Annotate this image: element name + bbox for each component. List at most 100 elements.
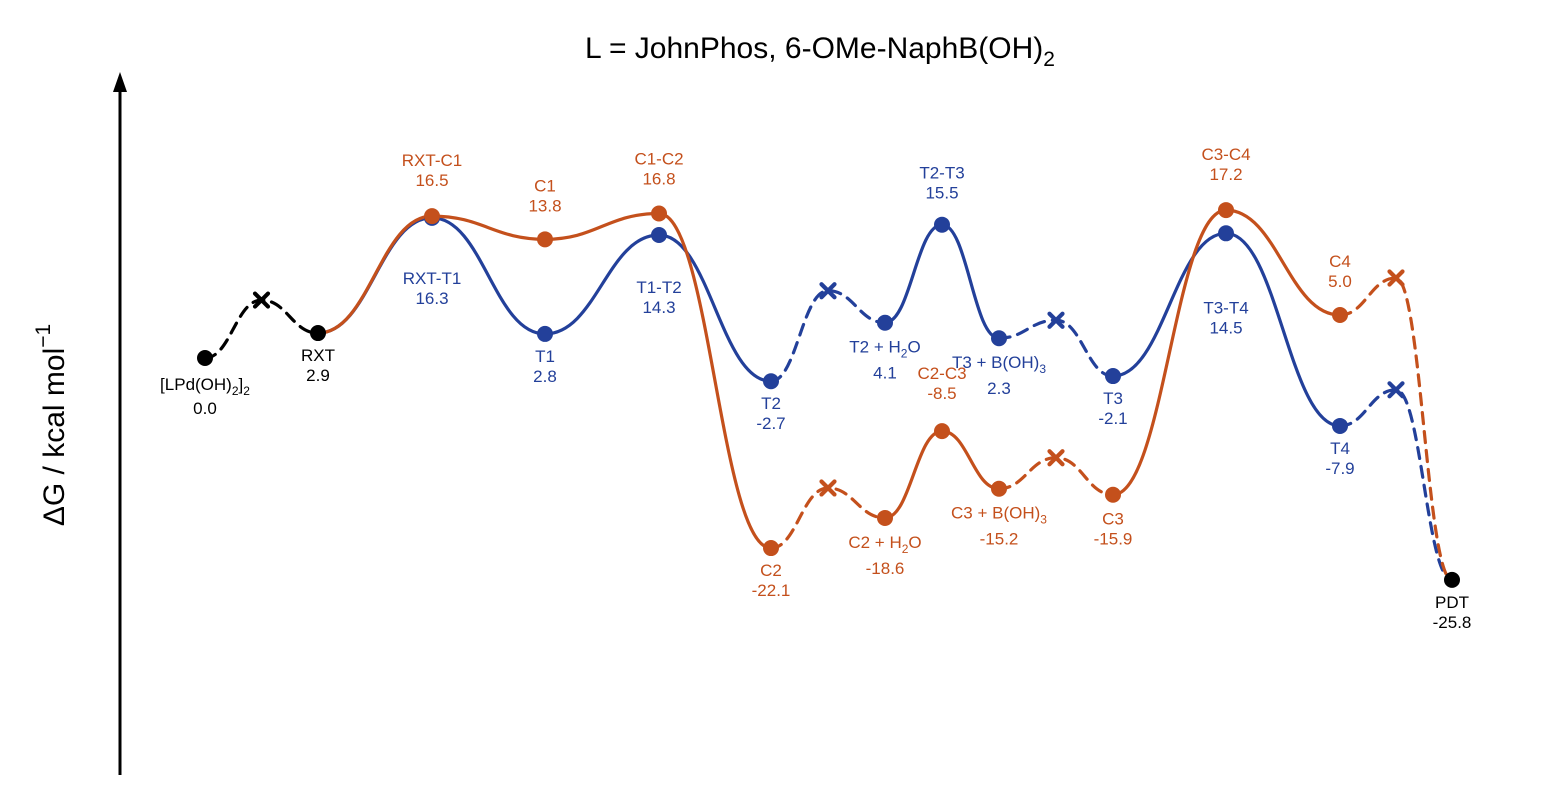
t-label-t3: T3 <box>1103 389 1123 408</box>
t-value-t2-t3: 15.5 <box>925 184 958 203</box>
point-name-subscript: 2 <box>901 347 908 361</box>
point-name: C1-C2 <box>634 150 683 169</box>
c-value-c2+h2o: -18.6 <box>866 559 905 578</box>
entry-cross-marker <box>252 291 271 309</box>
c-label-c3-c4: C3-C4 <box>1201 145 1250 164</box>
c-value-c1-c2: 16.8 <box>642 170 675 189</box>
c-label-c4: C4 <box>1329 252 1351 271</box>
point-name: C2-C3 <box>917 364 966 383</box>
point-name: C4 <box>1329 252 1351 271</box>
t-point-t4 <box>1332 417 1348 434</box>
c-path-solid-3 <box>1111 208 1342 497</box>
t-label-t1: T1 <box>535 347 555 366</box>
c-point-c4 <box>1332 307 1348 323</box>
point-name-subscript: 2 <box>902 542 909 556</box>
c-point-c2-c3 <box>934 423 950 440</box>
c-point-c3 <box>1105 486 1121 503</box>
stationary-points <box>197 202 1460 588</box>
c-label-rxt-c1: RXT-C1 <box>402 151 462 170</box>
chart-title-main: L = JohnPhos, 6-OMe-NaphB(OH) <box>585 32 1043 65</box>
point-name-suffix: O <box>908 533 921 552</box>
t-label-t1-t2: T1-T2 <box>636 278 681 297</box>
c-point-c1-c2 <box>651 205 667 222</box>
c-value-c3+boh3: -15.2 <box>980 530 1019 549</box>
point-name: T1 <box>535 347 555 366</box>
t-point-t3+boh3 <box>991 330 1007 347</box>
point-name-subscript: 2 <box>232 384 239 398</box>
point-name: T2-T3 <box>919 164 964 183</box>
t-point-t2+h2o <box>877 314 893 331</box>
point-name: PDT <box>1435 593 1469 612</box>
c-point-c2 <box>763 540 779 557</box>
point-name: T3-T4 <box>1203 298 1248 317</box>
c-point-c3-c4 <box>1218 202 1234 219</box>
point-name: C1 <box>534 176 556 195</box>
t-value-t3+boh3: 2.3 <box>987 379 1011 398</box>
t-point-t1-t2 <box>651 227 667 244</box>
c-value-c1: 13.8 <box>528 196 561 215</box>
t-label-t2-t3: T2-T3 <box>919 164 964 183</box>
point-name: C2 <box>760 561 782 580</box>
c-value-c3-c4: 17.2 <box>1209 165 1242 184</box>
t-point-t1 <box>537 325 553 342</box>
t-value-t3-t4: 14.5 <box>1209 318 1242 337</box>
point-name: RXT-C1 <box>402 151 462 170</box>
t-point-t3 <box>1105 368 1121 385</box>
common-point-lpdoh2 <box>197 350 213 366</box>
common-point-pdt <box>1444 571 1460 588</box>
c-label-c1: C1 <box>534 176 556 195</box>
common-label-lpdoh2: [LPd(OH)2]2 <box>160 375 250 398</box>
t-label-rxt-t1: RXT-T1 <box>403 269 462 288</box>
c-point-c2+h2o <box>877 509 893 526</box>
point-name: T2 <box>761 394 781 413</box>
t-cross-marker-1 <box>819 282 837 300</box>
c-label-c2: C2 <box>760 561 782 580</box>
y-axis-label-superscript: −1 <box>32 324 55 348</box>
y-axis-label: ΔG / kcal mol−1 <box>32 324 71 526</box>
common-value-rxt: 2.9 <box>306 366 330 385</box>
t-point-t3-t4 <box>1218 225 1234 242</box>
pathway-curves <box>203 208 1454 582</box>
y-axis: ΔG / kcal mol−1 <box>32 72 127 775</box>
c-label-c1-c2: C1-C2 <box>634 150 683 169</box>
t-point-t2-t3 <box>934 216 950 233</box>
point-name-subscript-2: 2 <box>243 384 250 398</box>
c-point-c3+boh3 <box>991 480 1007 497</box>
c-value-c2: -22.1 <box>752 581 791 600</box>
point-name: C3 + B(OH) <box>951 504 1040 523</box>
point-labels: [LPd(OH)2]20.0RXT2.9PDT-25.8RXT-T116.3T1… <box>160 145 1471 632</box>
y-axis-label-main: ΔG / kcal mol <box>38 348 71 526</box>
t-label-t4: T4 <box>1330 439 1350 458</box>
t-label-t3+boh3: T3 + B(OH)3 <box>952 353 1046 376</box>
t-label-t2+h2o: T2 + H2O <box>849 338 920 361</box>
c-label-c2-c3: C2-C3 <box>917 364 966 383</box>
common-label-rxt: RXT <box>301 346 335 365</box>
point-name: T1-T2 <box>636 278 681 297</box>
point-name: RXT <box>301 346 335 365</box>
t-value-rxt-t1: 16.3 <box>415 289 448 308</box>
t-value-t4: -7.9 <box>1325 459 1354 478</box>
c-cross-marker-3 <box>1387 269 1405 287</box>
c-path-dashed-3 <box>1338 276 1454 582</box>
c-value-c2-c3: -8.5 <box>927 384 956 403</box>
point-name-subscript: 3 <box>1039 362 1046 376</box>
point-name: T3 <box>1103 389 1123 408</box>
common-value-pdt: -25.8 <box>1433 613 1472 632</box>
point-name: T3 + B(OH) <box>952 353 1039 372</box>
c-cross-marker-2 <box>1047 449 1065 467</box>
t-path-solid-2 <box>883 223 1001 340</box>
point-name-subscript: 3 <box>1040 513 1047 527</box>
c-label-c2+h2o: C2 + H2O <box>848 533 921 556</box>
point-name: C3-C4 <box>1201 145 1250 164</box>
chart-title: L = JohnPhos, 6-OMe-NaphB(OH)2 <box>585 32 1055 71</box>
c-path-solid-1 <box>316 211 773 550</box>
t-value-t1-t2: 14.3 <box>642 298 675 317</box>
point-name: [LPd(OH) <box>160 375 232 394</box>
point-name: C3 <box>1102 510 1124 529</box>
t-label-t2: T2 <box>761 394 781 413</box>
c-value-c3: -15.9 <box>1094 530 1133 549</box>
point-name: C2 + H <box>848 533 901 552</box>
chart-title-subscript: 2 <box>1043 48 1055 71</box>
t-cross-marker-2 <box>1047 311 1065 329</box>
